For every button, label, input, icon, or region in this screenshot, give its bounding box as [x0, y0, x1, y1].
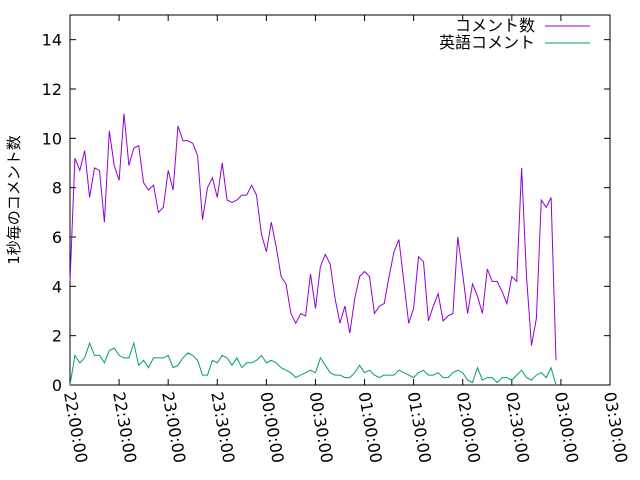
x-tick-label: 02:00:00	[453, 390, 484, 464]
y-tick-label: 6	[52, 228, 62, 247]
y-tick-label: 10	[42, 129, 62, 148]
legend-label-2: 英語コメント	[439, 33, 535, 52]
x-axis: 22:00:00 22:30:00 23:00:00 23:30:00 00:00:00…	[60, 15, 631, 464]
series-line-1	[69, 113, 557, 361]
plot-frame	[69, 14, 611, 386]
y-axis-label: 1秒毎のコメント数	[5, 135, 23, 265]
x-tick-label: 01:00:00	[355, 390, 386, 464]
x-tick-label: 03:30:00	[600, 390, 631, 464]
y-tick-label: 8	[52, 179, 62, 198]
x-tick-label: 01:30:00	[404, 390, 435, 464]
x-tick-label: 23:30:00	[207, 390, 238, 464]
x-tick-label: 22:30:00	[109, 390, 140, 464]
x-tick-label: 00:30:00	[306, 390, 337, 464]
y-tick-label: 2	[52, 327, 62, 346]
y-tick-label: 0	[52, 376, 62, 395]
y-tick-label: 12	[42, 80, 62, 99]
x-tick-label: 00:00:00	[256, 390, 287, 464]
x-tick-label: 23:00:00	[158, 390, 189, 464]
series-line-2	[69, 341, 557, 386]
y-tick-label: 4	[52, 277, 62, 296]
x-tick-label: 03:00:00	[551, 390, 582, 464]
x-tick-label: 02:30:00	[502, 390, 533, 464]
x-tick-label: 22:00:00	[60, 390, 91, 464]
series-layer	[69, 113, 557, 386]
legend-label-1: コメント数	[455, 16, 535, 35]
y-axis: 0 2 4 6 8 10 12 14	[42, 31, 610, 395]
y-tick-label: 14	[42, 31, 62, 50]
